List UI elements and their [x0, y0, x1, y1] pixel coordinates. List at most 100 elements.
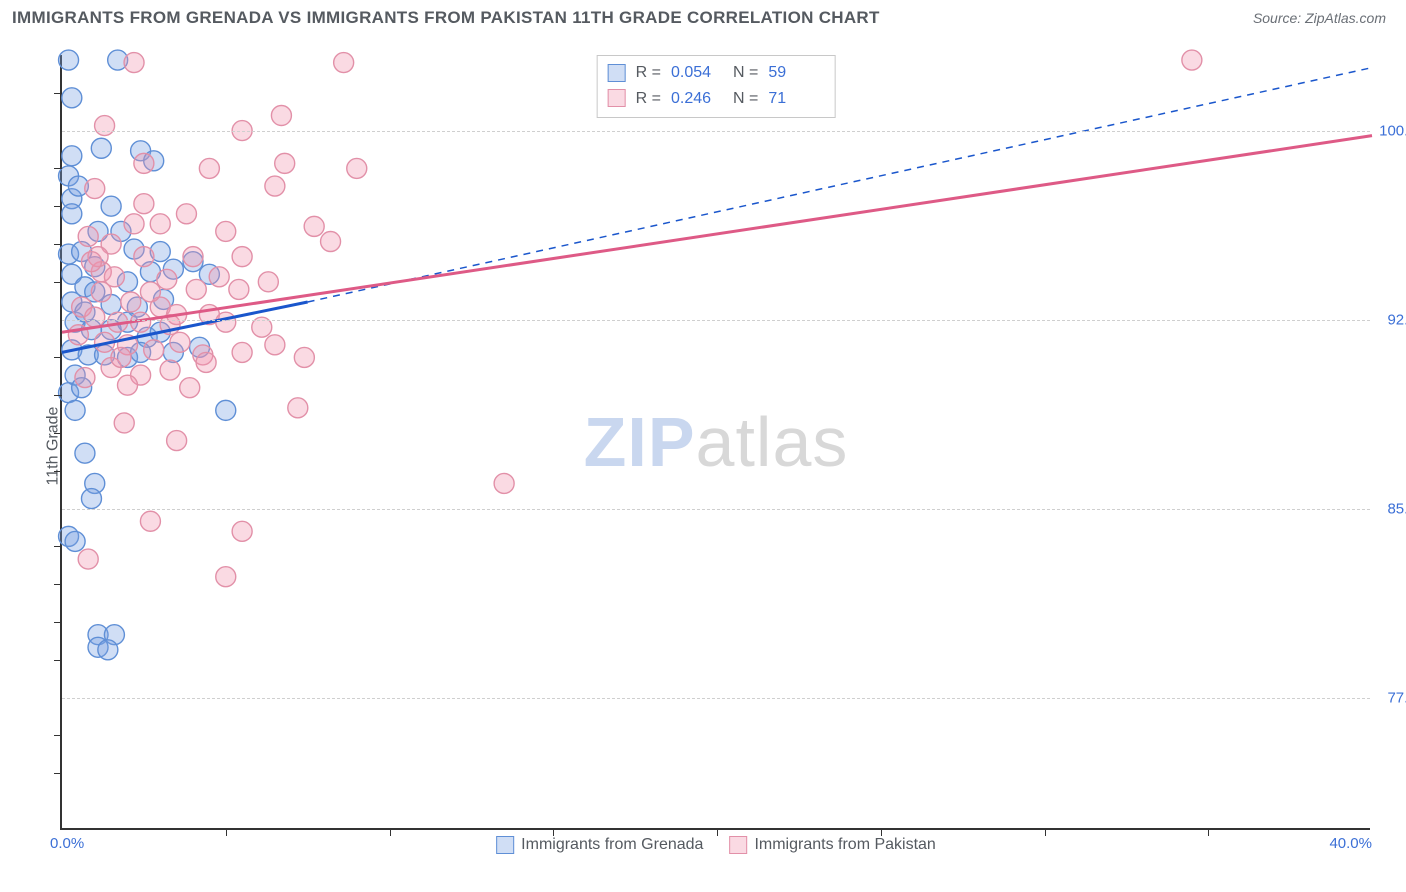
scatter-point-grenada: [75, 443, 95, 463]
x-tick-mark: [390, 828, 391, 836]
scatter-point-pakistan: [347, 158, 367, 178]
scatter-point-pakistan: [121, 292, 141, 312]
y-tick-mark: [54, 735, 62, 736]
scatter-point-grenada: [81, 489, 101, 509]
scatter-point-pakistan: [118, 375, 138, 395]
scatter-point-grenada: [65, 400, 85, 420]
scatter-point-pakistan: [334, 53, 354, 73]
scatter-point-grenada: [65, 531, 85, 551]
r-value-pakistan: 0.246: [671, 86, 723, 112]
x-tick-mark: [226, 828, 227, 836]
scatter-point-pakistan: [271, 105, 291, 125]
chart-header: IMMIGRANTS FROM GRENADA VS IMMIGRANTS FR…: [0, 0, 1406, 33]
scatter-point-pakistan: [85, 307, 105, 327]
scatter-point-pakistan: [229, 279, 249, 299]
legend-item-pakistan: Immigrants from Pakistan: [729, 836, 935, 854]
scatter-point-pakistan: [144, 340, 164, 360]
x-tick-max: 40.0%: [1329, 835, 1372, 852]
y-gridline: [62, 698, 1370, 699]
scatter-point-grenada: [62, 204, 82, 224]
scatter-point-pakistan: [265, 176, 285, 196]
scatter-point-pakistan: [78, 226, 98, 246]
regression-extrapolation-grenada: [308, 68, 1372, 302]
scatter-point-pakistan: [258, 272, 278, 292]
scatter-point-pakistan: [494, 473, 514, 493]
scatter-point-pakistan: [180, 378, 200, 398]
scatter-point-pakistan: [186, 279, 206, 299]
y-tick-mark: [54, 660, 62, 661]
scatter-point-pakistan: [209, 267, 229, 287]
scatter-point-pakistan: [85, 179, 105, 199]
scatter-point-pakistan: [134, 194, 154, 214]
y-tick-label: 77.5%: [1387, 689, 1406, 706]
legend-label-grenada: Immigrants from Grenada: [521, 836, 703, 854]
y-tick-mark: [54, 471, 62, 472]
scatter-point-pakistan: [176, 204, 196, 224]
scatter-point-pakistan: [134, 153, 154, 173]
legend-series: Immigrants from Grenada Immigrants from …: [496, 836, 936, 854]
y-gridline: [62, 320, 1370, 321]
x-tick-mark: [1208, 828, 1209, 836]
y-tick-mark: [54, 244, 62, 245]
scatter-point-pakistan: [140, 282, 160, 302]
scatter-point-pakistan: [140, 511, 160, 531]
y-tick-mark: [54, 622, 62, 623]
legend-label-pakistan: Immigrants from Pakistan: [754, 836, 935, 854]
n-value-grenada: 59: [768, 60, 820, 86]
legend-stats-row-pakistan: R = 0.246 N = 71: [608, 86, 821, 112]
scatter-point-pakistan: [124, 53, 144, 73]
legend-swatch-grenada: [608, 64, 626, 82]
plot-area: ZIPatlas R = 0.054 N = 59 R = 0.246 N = …: [60, 55, 1370, 830]
y-tick-mark: [54, 773, 62, 774]
scatter-point-grenada: [62, 146, 82, 166]
chart-title: IMMIGRANTS FROM GRENADA VS IMMIGRANTS FR…: [12, 8, 880, 28]
x-tick-mark: [717, 828, 718, 836]
scatter-point-pakistan: [1182, 50, 1202, 70]
scatter-point-pakistan: [288, 398, 308, 418]
regression-line-pakistan: [62, 136, 1372, 333]
y-tick-mark: [54, 168, 62, 169]
y-tick-mark: [54, 395, 62, 396]
legend-swatch-pakistan: [608, 89, 626, 107]
r-value-grenada: 0.054: [671, 60, 723, 86]
scatter-point-pakistan: [95, 116, 115, 136]
scatter-point-pakistan: [216, 312, 236, 332]
scatter-point-pakistan: [183, 247, 203, 267]
scatter-point-pakistan: [160, 360, 180, 380]
scatter-point-pakistan: [81, 252, 101, 272]
y-gridline: [62, 131, 1370, 132]
x-tick-mark: [1045, 828, 1046, 836]
y-tick-mark: [54, 206, 62, 207]
y-tick-mark: [54, 546, 62, 547]
scatter-point-pakistan: [265, 335, 285, 355]
scatter-point-pakistan: [232, 342, 252, 362]
scatter-point-pakistan: [170, 332, 190, 352]
scatter-point-pakistan: [321, 232, 341, 252]
scatter-point-grenada: [216, 400, 236, 420]
y-tick-mark: [54, 93, 62, 94]
scatter-point-pakistan: [150, 214, 170, 234]
scatter-point-pakistan: [294, 347, 314, 367]
legend-stats-row-grenada: R = 0.054 N = 59: [608, 60, 821, 86]
y-gridline: [62, 509, 1370, 510]
scatter-point-pakistan: [199, 158, 219, 178]
n-value-pakistan: 71: [768, 86, 820, 112]
scatter-point-pakistan: [232, 521, 252, 541]
legend-swatch-grenada-icon: [496, 836, 514, 854]
y-tick-label: 92.5%: [1387, 311, 1406, 328]
scatter-point-grenada: [98, 640, 118, 660]
scatter-point-pakistan: [157, 269, 177, 289]
y-tick-label: 85.0%: [1387, 500, 1406, 517]
chart-source: Source: ZipAtlas.com: [1253, 10, 1386, 26]
scatter-point-grenada: [59, 50, 79, 70]
scatter-point-pakistan: [304, 216, 324, 236]
scatter-point-grenada: [91, 138, 111, 158]
x-tick-min: 0.0%: [50, 835, 84, 852]
x-tick-mark: [553, 828, 554, 836]
legend-swatch-pakistan-icon: [729, 836, 747, 854]
scatter-point-pakistan: [104, 267, 124, 287]
scatter-point-pakistan: [78, 549, 98, 569]
chart-svg: [62, 55, 1370, 828]
y-tick-label: 100.0%: [1379, 122, 1406, 139]
scatter-point-pakistan: [167, 431, 187, 451]
